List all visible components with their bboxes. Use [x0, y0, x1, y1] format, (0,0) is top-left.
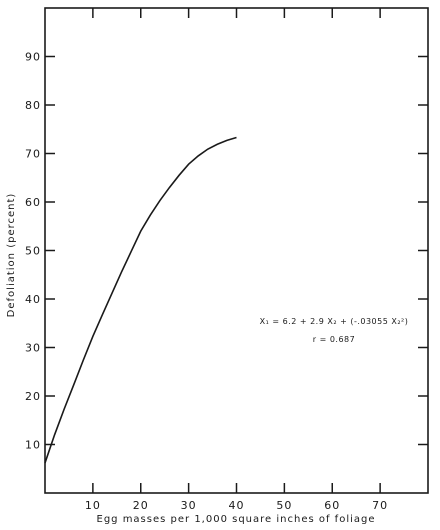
axis-ticks [45, 8, 428, 493]
y-tick-label: 50 [25, 245, 41, 258]
x-tick-label: 50 [276, 499, 292, 512]
y-tick-label: 90 [25, 51, 41, 64]
x-tick-label: 20 [133, 499, 149, 512]
y-axis-label: Defoliation (percent) [6, 193, 17, 318]
y-tick-label: 30 [25, 342, 41, 355]
y-tick-label: 10 [25, 439, 41, 452]
x-tick-label: 60 [324, 499, 340, 512]
series-line-defoliation [44, 136, 237, 464]
y-tick-label: 40 [25, 293, 41, 306]
y-tick-label: 70 [25, 148, 41, 161]
x-tick-label: 40 [229, 499, 245, 512]
x-tick-label: 10 [85, 499, 101, 512]
x-tick-label: 30 [181, 499, 197, 512]
regression-equation: X₁ = 6.2 + 2.9 X₂ + (-.03055 X₂²) [260, 317, 409, 326]
correlation-coefficient: r = 0.687 [313, 335, 355, 344]
y-tick-label: 20 [25, 390, 41, 403]
plot-frame [44, 7, 429, 494]
x-tick-label: 70 [372, 499, 388, 512]
x-axis-label: Egg masses per 1,000 square inches of fo… [97, 514, 376, 525]
y-tick-label: 80 [25, 99, 41, 112]
y-tick-label: 60 [25, 196, 41, 209]
axis-tick-labels: 10 20 30 40 50 60 70 10 20 30 40 50 60 70 80 90 [25, 51, 388, 513]
